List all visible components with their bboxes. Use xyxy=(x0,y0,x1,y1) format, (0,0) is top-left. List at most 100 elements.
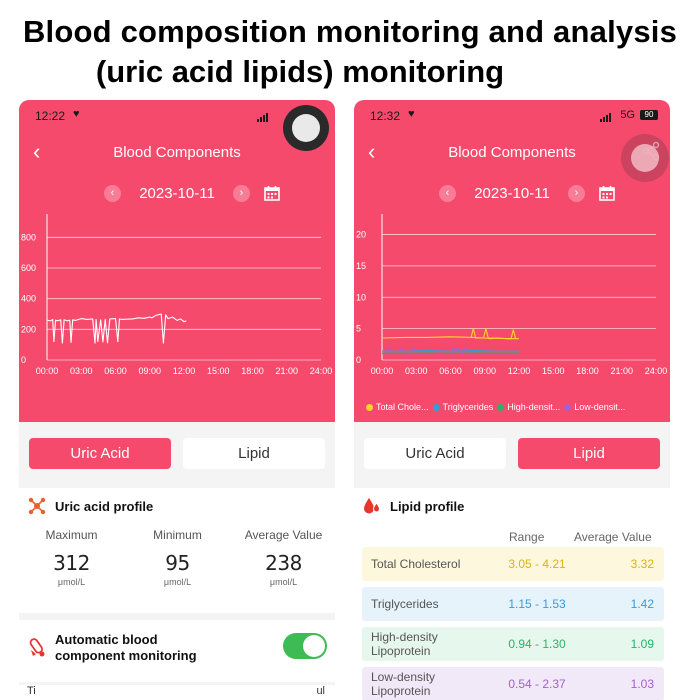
auto-label-line-2: component monitoring xyxy=(55,648,197,663)
y-tick-label: 15 xyxy=(356,261,366,271)
heart-icon: ♥ xyxy=(73,108,80,120)
calendar-icon[interactable] xyxy=(599,185,615,201)
series-line xyxy=(470,328,517,340)
uric-acid-chart: 0 200 400 600 800 00:00 03:00 06:00 09:00 12:00 15… xyxy=(21,214,333,376)
assistive-touch-icon[interactable] xyxy=(621,134,669,182)
battery-icon: 90 xyxy=(640,110,658,120)
header-panel: 12:22 ♥ ‹ Blood Components ‹ 2023-10-11 … xyxy=(19,100,335,422)
tab-uric-acid[interactable]: Uric Acid xyxy=(29,438,171,469)
status-time: 12:32 xyxy=(370,109,401,123)
stat-unit: μmol/L xyxy=(57,577,86,587)
prev-day-icon[interactable]: ‹ xyxy=(104,185,121,202)
stat-value: 312 xyxy=(53,551,90,575)
legend-label: Total Chole... xyxy=(376,402,429,412)
x-tick-label: 00:00 xyxy=(36,366,59,376)
tab-lipid[interactable]: Lipid xyxy=(518,438,660,469)
back-icon[interactable]: ‹ xyxy=(368,139,376,164)
legend-item: Total Chole... xyxy=(366,402,429,412)
profile-title: Lipid profile xyxy=(390,499,465,514)
x-tick-label: 12:00 xyxy=(173,366,196,376)
legend-dot-icon xyxy=(366,404,373,411)
partial-text-left: Ti xyxy=(27,685,36,697)
date-selector: ‹ 2023-10-11 › xyxy=(354,182,670,206)
stat-maximum: Maximum 312 μmol/L xyxy=(19,528,124,587)
selected-date[interactable]: 2023-10-11 xyxy=(474,185,550,202)
prev-day-icon[interactable]: ‹ xyxy=(439,185,456,202)
x-tick-label: 09:00 xyxy=(138,366,161,376)
lipid-average: 1.09 xyxy=(630,637,654,651)
molecule-icon xyxy=(28,497,46,515)
legend-label: Triglycerides xyxy=(442,402,494,412)
nav-bar: ‹ Blood Components xyxy=(19,138,335,168)
assistive-touch-icon[interactable] xyxy=(283,105,329,151)
stat-value: 238 xyxy=(265,551,302,575)
x-tick-label: 24:00 xyxy=(645,366,668,376)
x-tick-label: 06:00 xyxy=(439,366,462,376)
lipid-range: 0.54 - 2.37 xyxy=(508,677,566,691)
tab-lipid[interactable]: Lipid xyxy=(183,438,325,469)
y-tick-label: 5 xyxy=(356,324,361,334)
right-phone-screenshot: 12:32 ♥ 5G 90 ‹ Blood Components ‹ 2023-… xyxy=(354,100,670,700)
stat-value: 95 xyxy=(165,551,190,575)
y-tick-label: 200 xyxy=(21,324,36,334)
lipid-chart: 0 5 10 15 20 00:00 03:00 06:00 09:00 12:00 15:00 18… xyxy=(356,214,668,376)
calendar-icon[interactable] xyxy=(264,185,280,201)
x-tick-label: 12:00 xyxy=(508,366,531,376)
legend-item: High-densit... xyxy=(497,402,560,412)
status-time: 12:22 xyxy=(35,109,66,123)
status-bar: 12:32 ♥ 5G 90 xyxy=(370,108,660,125)
stat-average: Average Value 238 μmol/L xyxy=(231,528,335,587)
legend-item: Triglycerides xyxy=(432,402,494,412)
network-label: 5G xyxy=(620,109,635,121)
stat-unit: μmol/L xyxy=(163,577,192,587)
x-tick-label: 21:00 xyxy=(610,366,633,376)
headline-line-2: (uric acid lipids) monitoring xyxy=(95,54,505,89)
blood-drop-icon xyxy=(364,498,381,514)
stat-unit: μmol/L xyxy=(269,577,298,587)
x-tick-label: 09:00 xyxy=(473,366,496,376)
x-tick-label: 15:00 xyxy=(542,366,565,376)
lipid-range: 3.05 - 4.21 xyxy=(508,557,566,571)
lipid-row: Triglycerides 1.15 - 1.53 1.42 xyxy=(362,587,664,621)
auto-monitoring-card: Automatic blood component monitoring xyxy=(19,620,335,682)
x-tick-label: 03:00 xyxy=(70,366,93,376)
legend-dot-icon xyxy=(497,404,505,411)
y-tick-label: 600 xyxy=(21,263,36,273)
x-tick-label: 00:00 xyxy=(371,366,394,376)
next-day-icon[interactable]: › xyxy=(233,185,250,202)
next-day-icon[interactable]: › xyxy=(568,185,585,202)
series-line xyxy=(382,346,519,355)
lipid-average: 1.42 xyxy=(630,597,654,611)
lipid-average: 3.32 xyxy=(630,557,654,571)
tab-bar: Uric Acid Lipid xyxy=(364,438,660,470)
tab-bar: Uric Acid Lipid xyxy=(29,438,325,470)
x-tick-label: 03:00 xyxy=(405,366,428,376)
selected-date[interactable]: 2023-10-11 xyxy=(139,185,215,202)
y-tick-label: 400 xyxy=(21,294,36,304)
x-tick-label: 24:00 xyxy=(310,366,333,376)
stat-minimum: Minimum 95 μmol/L xyxy=(125,528,230,587)
x-tick-label: 18:00 xyxy=(241,366,264,376)
x-tick-label: 15:00 xyxy=(207,366,230,376)
x-tick-label: 18:00 xyxy=(576,366,599,376)
average-column-header: Average Value xyxy=(574,530,652,544)
y-tick-label: 0 xyxy=(356,355,361,365)
series-line xyxy=(382,350,519,352)
auto-monitoring-toggle[interactable] xyxy=(283,633,327,659)
next-card-partial: Ti ul xyxy=(19,685,335,700)
legend-label: Low-densit... xyxy=(574,402,626,412)
signal-icon xyxy=(257,112,271,122)
y-tick-label: 800 xyxy=(21,232,36,242)
stat-label: Maximum xyxy=(45,528,98,542)
tab-uric-acid[interactable]: Uric Acid xyxy=(364,438,506,469)
back-icon[interactable]: ‹ xyxy=(33,139,41,164)
date-selector: ‹ 2023-10-11 › xyxy=(19,182,335,206)
legend-dot-icon xyxy=(564,404,572,411)
lipid-row: High-density Lipoprotein 0.94 - 1.30 1.09 xyxy=(362,627,664,661)
lipid-range: 1.15 - 1.53 xyxy=(508,597,566,611)
y-tick-label: 10 xyxy=(356,292,366,302)
lipid-name: Total Cholesterol xyxy=(371,557,461,571)
partial-text-right: ul xyxy=(316,685,325,697)
lipid-average: 1.03 xyxy=(630,677,654,691)
lipid-name: Triglycerides xyxy=(371,597,439,611)
